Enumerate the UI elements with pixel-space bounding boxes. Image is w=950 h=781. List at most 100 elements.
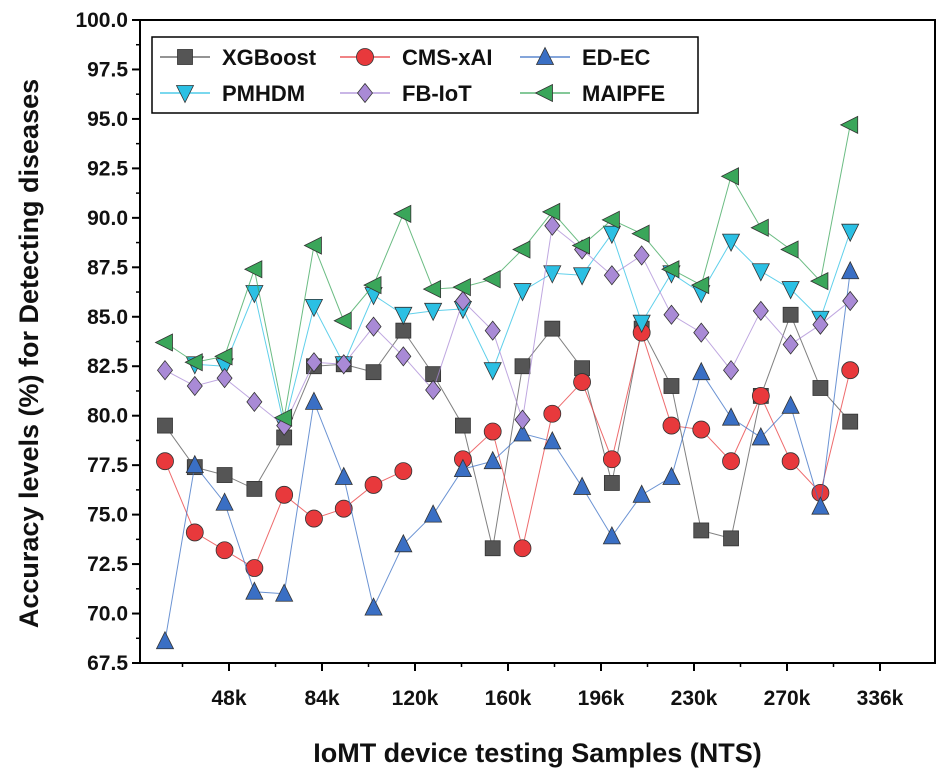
series-fb-iot <box>156 215 859 436</box>
data-point <box>544 320 561 337</box>
data-point <box>394 306 413 326</box>
data-point <box>364 597 383 616</box>
data-point <box>156 452 174 471</box>
data-point <box>157 417 173 434</box>
x-tick-label: 120k <box>392 687 439 710</box>
legend-label: CMS-xAI <box>402 45 492 70</box>
y-tick-label: 90.0 <box>87 207 128 230</box>
data-point <box>483 422 502 441</box>
y-tick-label: 72.5 <box>87 553 128 576</box>
data-point <box>663 378 680 394</box>
data-point <box>484 540 501 557</box>
legend-label: ED-EC <box>582 45 651 70</box>
data-point <box>662 466 681 485</box>
data-point <box>603 265 620 286</box>
data-point <box>782 334 799 355</box>
data-point <box>720 167 739 186</box>
data-point <box>693 322 710 343</box>
x-tick-label: 270k <box>764 687 811 710</box>
data-point <box>304 391 324 410</box>
data-point <box>572 476 592 495</box>
data-point <box>812 314 829 335</box>
series-line <box>164 224 851 427</box>
data-point <box>514 358 531 375</box>
x-tick-label: 48k <box>211 687 246 710</box>
data-point <box>454 290 471 312</box>
x-tick-label: 230k <box>671 687 718 710</box>
data-point <box>484 320 501 341</box>
legend-marker <box>177 49 193 65</box>
data-point <box>721 233 741 252</box>
y-tick-label: 70.0 <box>87 603 128 626</box>
data-point <box>365 316 382 337</box>
data-point <box>782 306 799 323</box>
data-point <box>810 272 829 291</box>
data-point <box>275 583 294 602</box>
data-point <box>752 300 769 321</box>
data-point <box>395 322 412 339</box>
series-cms-xai <box>156 323 860 577</box>
legend-marker <box>356 48 374 66</box>
data-point <box>841 223 860 243</box>
data-point <box>303 236 322 255</box>
data-point <box>394 533 413 553</box>
data-point <box>663 304 680 325</box>
data-point <box>541 202 561 222</box>
data-point <box>632 484 651 503</box>
data-point <box>512 240 531 259</box>
data-point <box>246 480 263 497</box>
data-point <box>275 485 294 504</box>
data-point <box>363 275 382 295</box>
data-point <box>334 499 353 518</box>
data-point <box>482 270 501 289</box>
data-point <box>395 346 412 367</box>
y-tick-label: 92.5 <box>87 157 128 180</box>
data-point <box>781 395 800 414</box>
data-point <box>245 559 264 577</box>
data-point <box>305 352 322 373</box>
data-point <box>841 260 860 280</box>
y-axis-title: Accuracy levels (%) for Detecting diseas… <box>14 79 44 628</box>
y-tick-label: 85.0 <box>87 306 128 329</box>
data-point <box>452 277 471 297</box>
data-point <box>216 467 233 483</box>
data-point <box>513 539 532 558</box>
data-point <box>751 427 770 446</box>
data-point <box>661 260 680 279</box>
data-point <box>215 541 234 560</box>
data-point <box>453 458 473 478</box>
data-point <box>631 224 650 243</box>
legend-box <box>151 36 699 114</box>
data-point <box>154 333 173 352</box>
y-tick-label: 75.0 <box>87 504 128 527</box>
data-point <box>425 379 442 401</box>
y-tick-label: 97.5 <box>87 58 128 81</box>
data-point <box>455 417 471 434</box>
data-point <box>156 360 174 381</box>
series-line <box>164 461 404 569</box>
series-line <box>164 124 851 418</box>
y-tick-label: 77.5 <box>87 454 128 477</box>
data-point <box>513 283 532 302</box>
data-point <box>841 361 860 380</box>
data-point <box>781 452 800 471</box>
data-point <box>603 475 620 491</box>
data-point <box>780 240 799 259</box>
legend-label: FB-IoT <box>402 81 472 106</box>
legend-label: XGBoost <box>222 45 317 70</box>
data-point <box>811 496 830 515</box>
data-point <box>602 225 622 245</box>
data-point <box>483 450 502 470</box>
y-tick-label: 67.5 <box>87 652 128 675</box>
data-point <box>514 409 531 430</box>
data-point <box>185 523 204 542</box>
data-point <box>723 530 739 547</box>
legend-label: PMHDM <box>222 81 305 106</box>
data-point <box>543 265 562 284</box>
data-point <box>544 215 561 236</box>
data-point <box>246 391 263 412</box>
data-point <box>394 462 413 480</box>
series-pmhdm <box>185 223 860 436</box>
data-point <box>781 281 800 300</box>
data-point <box>364 476 383 494</box>
